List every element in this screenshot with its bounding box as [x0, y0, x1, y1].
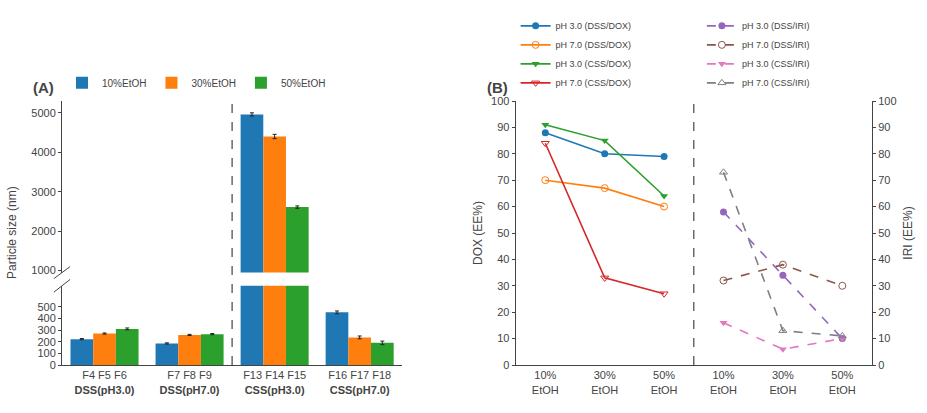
svg-text:F4 F5 F6DSS(pH3.0): F4 F5 F6DSS(pH3.0) [75, 369, 135, 395]
svg-text:300: 300 [37, 324, 55, 336]
svg-text:Particle size (nm): Particle size (nm) [5, 186, 19, 279]
svg-text:F13 F14 F15CSS(pH3.0): F13 F14 F15CSS(pH3.0) [243, 369, 306, 395]
svg-text:30%EtOH: 30%EtOH [769, 369, 796, 395]
svg-text:80: 80 [878, 148, 890, 160]
svg-text:(A): (A) [33, 79, 54, 96]
svg-text:10%EtOH: 10%EtOH [102, 78, 146, 89]
svg-text:200: 200 [37, 336, 55, 348]
svg-text:pH 3.0 (DSS/IRI): pH 3.0 (DSS/IRI) [742, 21, 810, 31]
svg-text:50%EtOH: 50%EtOH [829, 369, 856, 395]
svg-text:3000: 3000 [31, 186, 55, 198]
svg-text:20: 20 [497, 306, 509, 318]
svg-text:60: 60 [497, 200, 509, 212]
svg-text:20: 20 [878, 306, 890, 318]
svg-text:50: 50 [878, 227, 890, 239]
svg-text:pH 3.0 (CSS/DOX): pH 3.0 (CSS/DOX) [556, 59, 632, 69]
svg-text:F16 F17 F18CSS(pH7.0): F16 F17 F18CSS(pH7.0) [328, 369, 391, 395]
svg-text:30: 30 [878, 280, 890, 292]
svg-text:500: 500 [37, 301, 55, 313]
svg-text:pH 7.0 (DSS/DOX): pH 7.0 (DSS/DOX) [556, 40, 632, 50]
svg-text:10: 10 [878, 332, 890, 344]
svg-text:400: 400 [37, 312, 55, 324]
svg-text:40: 40 [878, 253, 890, 265]
svg-text:50: 50 [497, 227, 509, 239]
svg-text:90: 90 [497, 121, 509, 133]
svg-text:pH 7.0 (CSS/IRI): pH 7.0 (CSS/IRI) [742, 78, 810, 88]
svg-text:5000: 5000 [31, 107, 55, 119]
svg-text:4000: 4000 [31, 146, 55, 158]
svg-text:1000: 1000 [31, 264, 55, 276]
svg-text:10%EtOH: 10%EtOH [532, 369, 559, 395]
svg-text:0: 0 [50, 359, 56, 371]
svg-text:80: 80 [497, 148, 509, 160]
svg-text:100: 100 [37, 347, 55, 359]
svg-text:(B): (B) [487, 79, 508, 96]
svg-text:100: 100 [491, 95, 509, 107]
svg-text:10%EtOH: 10%EtOH [710, 369, 737, 395]
svg-text:F7 F8 F9DSS(pH7.0): F7 F8 F9DSS(pH7.0) [160, 369, 220, 395]
svg-text:2000: 2000 [31, 225, 55, 237]
svg-text:pH 3.0 (CSS/IRI): pH 3.0 (CSS/IRI) [742, 59, 810, 69]
svg-text:pH 7.0 (CSS/DOX): pH 7.0 (CSS/DOX) [556, 78, 632, 88]
svg-text:40: 40 [497, 253, 509, 265]
svg-text:70: 70 [497, 174, 509, 186]
svg-text:IRI (EE%): IRI (EE%) [901, 206, 915, 259]
svg-text:50%EtOH: 50%EtOH [651, 369, 678, 395]
svg-text:60: 60 [878, 200, 890, 212]
svg-text:pH 7.0 (DSS/IRI): pH 7.0 (DSS/IRI) [742, 40, 810, 50]
svg-text:100: 100 [878, 95, 896, 107]
svg-text:30%EtOH: 30%EtOH [591, 369, 618, 395]
svg-text:90: 90 [878, 121, 890, 133]
svg-text:DOX (EE%): DOX (EE%) [471, 201, 485, 265]
svg-text:0: 0 [878, 359, 884, 371]
svg-text:30%EtOH: 30%EtOH [191, 78, 235, 89]
svg-text:50%EtOH: 50%EtOH [281, 78, 325, 89]
svg-text:pH 3.0 (DSS/DOX): pH 3.0 (DSS/DOX) [556, 21, 632, 31]
svg-text:30: 30 [497, 280, 509, 292]
svg-text:0: 0 [503, 359, 509, 371]
svg-text:70: 70 [878, 174, 890, 186]
svg-text:10: 10 [497, 332, 509, 344]
